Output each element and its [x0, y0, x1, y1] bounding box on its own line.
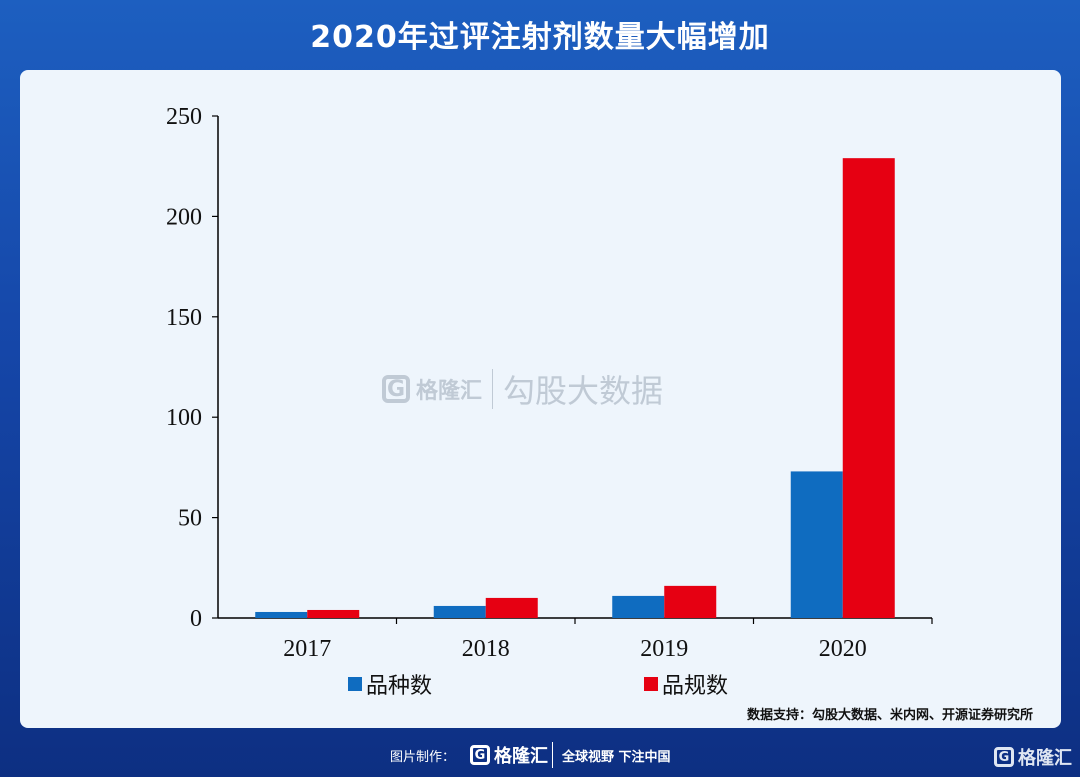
y-tick-label: 200: [166, 204, 202, 230]
x-tick-label: 2017: [283, 636, 331, 662]
footer-brand: 格隆汇: [494, 746, 548, 767]
x-tick-label: 2019: [640, 636, 688, 662]
watermark-divider: [492, 369, 494, 409]
watermark: G 格隆汇 勾股大数据: [382, 366, 663, 412]
footer-logo: G 格隆汇: [470, 742, 548, 768]
chart-card: 0 50 100 150 200 250 2017 2018 2019 2020 G 格隆汇 勾股…: [20, 70, 1061, 728]
bar-品规数-2019: [664, 585, 717, 618]
watermark-text: 勾股大数据: [503, 372, 664, 410]
corner-brand: 格隆汇: [1018, 748, 1072, 769]
y-tick-label: 250: [166, 104, 202, 130]
bar-品种数-2020: [790, 471, 843, 618]
bar-品规数-2018: [485, 597, 538, 618]
legend-label-series-1: 品种数: [366, 674, 433, 699]
footer-slogan: 全球视野 下注中国: [562, 750, 671, 765]
footer-divider: [552, 742, 553, 768]
y-tick-label: 150: [166, 305, 202, 331]
bar-品种数-2017: [255, 611, 308, 618]
chart-title: 2020年过评注射剂数量大幅增加: [310, 20, 770, 55]
legend-label-series-2: 品规数: [662, 674, 729, 699]
bar-品规数-2017: [307, 609, 360, 618]
bar-品规数-2020: [842, 158, 895, 618]
x-tick-label: 2020: [819, 636, 867, 662]
watermark-brand: 格隆汇: [416, 379, 483, 404]
legend-item-series-1: 品种数: [348, 668, 432, 700]
bar-品种数-2019: [612, 595, 665, 618]
corner-logo-icon: G: [994, 747, 1014, 767]
legend-swatch-series-1: [348, 677, 362, 691]
corner-logo: G 格隆汇: [994, 744, 1072, 770]
footer-credit: 图片制作：: [390, 750, 456, 765]
y-tick-label: 50: [178, 506, 202, 532]
y-tick-label: 0: [190, 606, 202, 632]
footer: 图片制作： G 格隆汇 全球视野 下注中国: [0, 742, 1080, 772]
legend-swatch-series-2: [644, 677, 658, 691]
legend-item-series-2: 品规数: [644, 668, 728, 700]
bar-chart: 0 50 100 150 200 250 2017 2018 2019 2020: [166, 104, 933, 662]
y-tick-label: 100: [166, 405, 202, 431]
watermark-logo-icon: G: [382, 375, 410, 403]
x-tick-label: 2018: [462, 636, 510, 662]
data-source: 数据支持：勾股大数据、米内网、开源证券研究所: [746, 708, 1033, 723]
bar-品种数-2018: [433, 605, 486, 618]
footer-logo-icon: G: [470, 745, 490, 765]
